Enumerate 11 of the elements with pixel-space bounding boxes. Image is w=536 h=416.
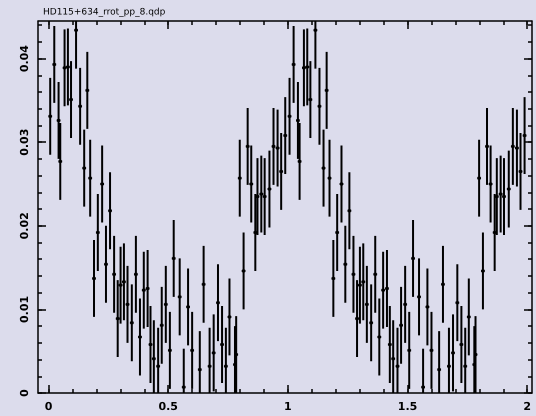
x-tick-label: 0: [44, 400, 53, 413]
y-tick-label: 0.04: [18, 44, 31, 72]
y-tick-label: 0: [18, 388, 31, 397]
y-tick-label: 0.01: [18, 296, 31, 323]
y-tick-label: 0.03: [18, 128, 31, 156]
x-tick-label: 0.5: [158, 400, 178, 413]
chart-title: HD115+634_rrot_pp_8.qdp: [43, 8, 166, 18]
x-tick-label: 1.5: [398, 400, 418, 413]
y-tick-label: 0.02: [18, 212, 31, 240]
x-tick-label: 1: [284, 400, 292, 413]
x-tick-label: 2: [523, 400, 532, 413]
